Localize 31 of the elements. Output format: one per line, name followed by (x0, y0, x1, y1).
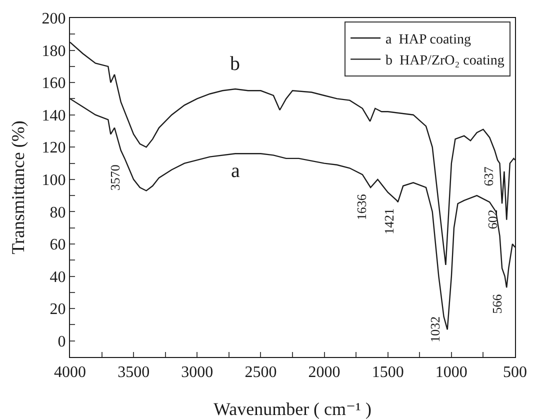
y-tick-label: 100 (42, 172, 66, 190)
y-tick-label: 20 (50, 301, 66, 318)
y-tick-label: 160 (42, 75, 66, 92)
annotation: 1636 (354, 194, 370, 220)
annotation: 637 (481, 166, 496, 186)
annotation: 3570 (108, 164, 123, 191)
x-axis-title: Wavenumber ( cm⁻¹ ) (214, 399, 372, 419)
y-tick-label: 140 (42, 107, 66, 124)
y-tick-label: 40 (50, 268, 66, 286)
x-tick-label: 3000 (181, 364, 214, 382)
y-tick-label: 80 (50, 204, 66, 222)
y-tick-label: 120 (42, 140, 66, 157)
annotation: 1421 (381, 208, 396, 234)
legend-label: a HAP coating (386, 32, 471, 48)
x-tick-label: 4000 (54, 364, 86, 382)
annotation: a (231, 160, 240, 182)
x-tick-label: 3500 (118, 364, 150, 382)
y-tick-label: 60 (50, 236, 66, 254)
annotation: 1032 (427, 316, 442, 342)
x-tick-label: 2000 (308, 364, 340, 382)
y-axis-title: Transmittance (%) (8, 120, 28, 254)
x-tick-label: 1000 (435, 364, 468, 382)
y-tick-label: 0 (58, 333, 66, 350)
x-tick-label: 500 (503, 364, 527, 382)
annotation: b (230, 53, 240, 75)
y-tick-label: 200 (42, 10, 66, 28)
x-tick-label: 2500 (244, 364, 277, 382)
legend-label: b HAP/ZrO₂ coating (386, 54, 504, 69)
annotation: 566 (490, 294, 505, 314)
y-tick-label: 180 (42, 42, 66, 60)
x-tick-label: 1500 (372, 364, 404, 382)
